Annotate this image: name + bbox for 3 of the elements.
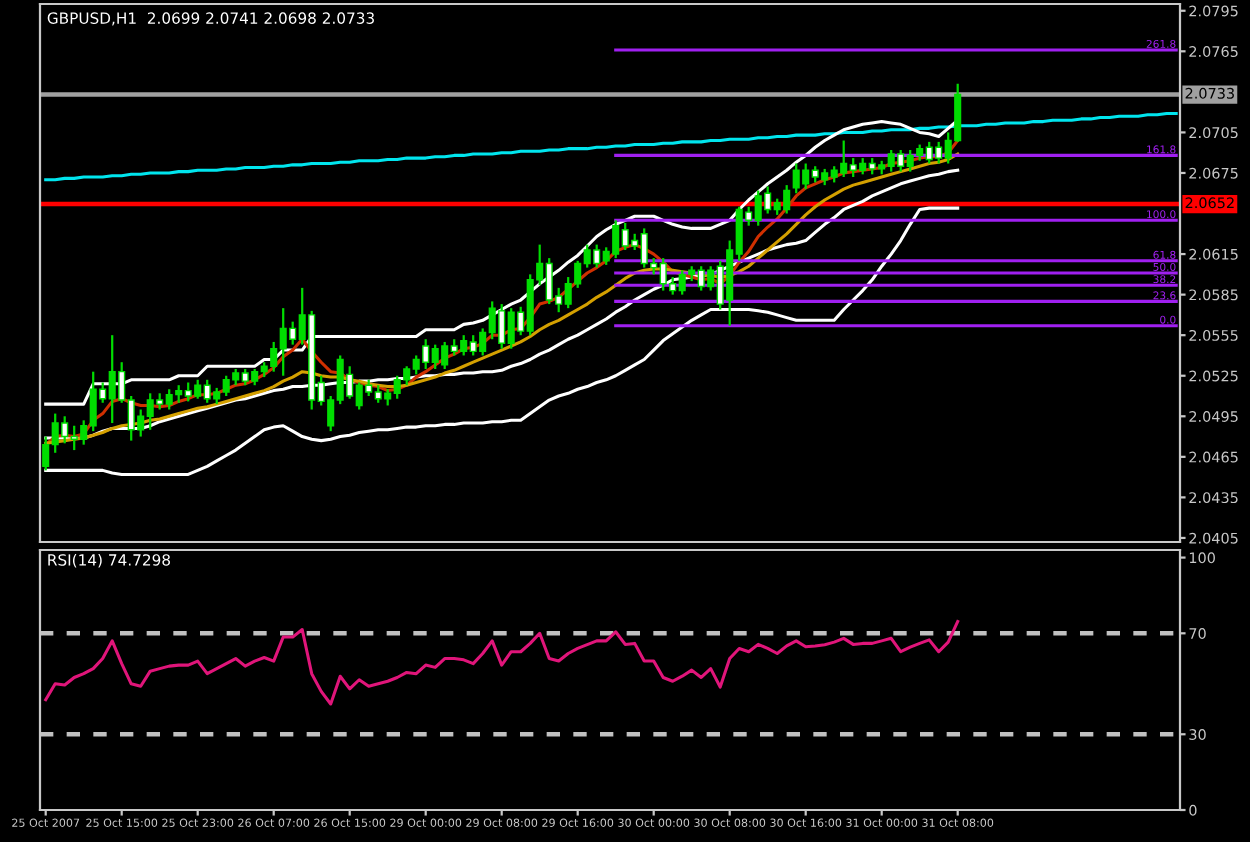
line-series <box>44 619 960 706</box>
line-series <box>44 111 1178 182</box>
line-series <box>44 206 960 476</box>
